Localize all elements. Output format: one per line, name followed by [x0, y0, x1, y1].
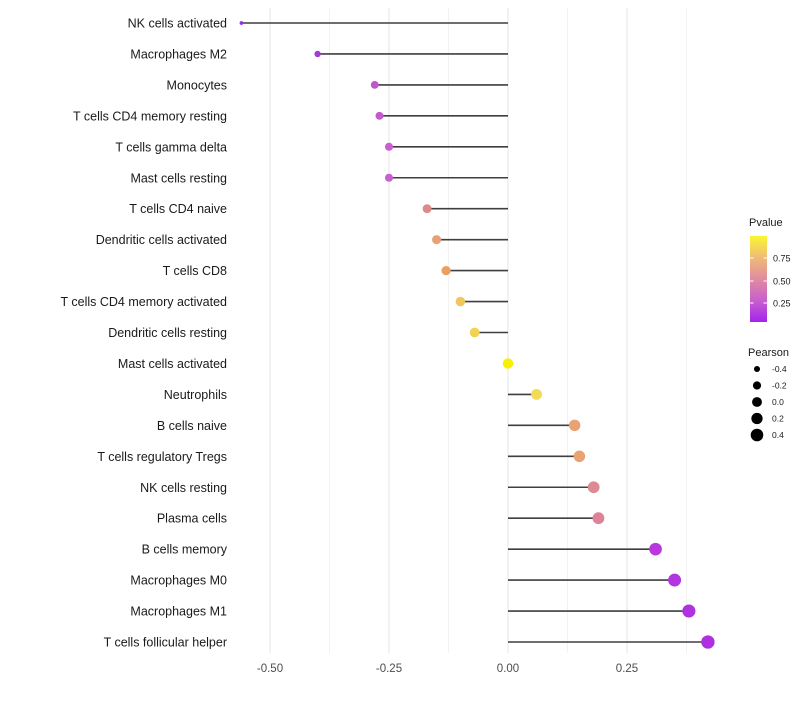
- lollipop-dot[interactable]: [649, 542, 662, 556]
- lollipop-row: NK cells resting: [140, 481, 600, 495]
- lollipop-dot[interactable]: [384, 142, 394, 151]
- lollipop-dot[interactable]: [668, 573, 682, 587]
- lollipop-row: NK cells activated: [128, 17, 508, 31]
- lollipop-row: T cells CD4 naive: [129, 202, 508, 216]
- pearson-legend-dot: [753, 365, 761, 373]
- category-label: Neutrophils: [164, 388, 227, 402]
- lollipop-row: Dendritic cells activated: [96, 233, 508, 247]
- lollipop-row: Macrophages M1: [130, 604, 696, 619]
- category-label: Monocytes: [167, 78, 227, 92]
- lollipop-dot[interactable]: [573, 450, 586, 463]
- lollipop-row: Plasma cells: [157, 512, 605, 526]
- pvalue-legend-tick-label: 0.50: [773, 277, 791, 287]
- category-label: Mast cells resting: [130, 171, 227, 185]
- lollipop-dot[interactable]: [432, 235, 442, 245]
- category-label: T cells CD4 memory activated: [61, 295, 228, 309]
- pvalue-legend-tick-label: 0.75: [773, 254, 791, 264]
- lollipop-row: T cells regulatory Tregs: [97, 450, 586, 464]
- pvalue-legend: Pvalue 0.75 0.50 0.25: [749, 217, 791, 322]
- lollipop-row: T cells CD4 memory resting: [73, 109, 508, 123]
- category-label: T cells CD8: [163, 264, 227, 278]
- lollipop-row: Monocytes: [167, 78, 508, 92]
- category-label: T cells gamma delta: [115, 140, 227, 154]
- category-label: Dendritic cells activated: [96, 233, 227, 247]
- pearson-legend-dot: [752, 381, 762, 390]
- lollipop-row: Mast cells resting: [130, 171, 508, 185]
- x-axis-tick-label: 0.25: [616, 663, 638, 675]
- category-label: Mast cells activated: [118, 357, 227, 371]
- lollipop-row: Macrophages M2: [130, 47, 508, 61]
- category-label: Macrophages M2: [130, 47, 227, 61]
- pvalue-legend-title: Pvalue: [749, 217, 783, 229]
- lollipop-dot[interactable]: [701, 635, 715, 649]
- pvalue-legend-tick-label: 0.25: [773, 299, 791, 309]
- lollipop-row: B cells memory: [142, 543, 662, 557]
- lollipop-dot[interactable]: [568, 419, 581, 432]
- lollipop-row: T cells gamma delta: [115, 140, 508, 154]
- category-label: T cells CD4 memory resting: [73, 109, 227, 123]
- category-label: Plasma cells: [157, 512, 227, 526]
- lollipop-row: B cells naive: [157, 419, 581, 433]
- lollipop-row: Neutrophils: [164, 388, 542, 402]
- pearson-legend-tick-label: 0.0: [772, 397, 784, 407]
- pearson-legend-dot: [752, 397, 762, 407]
- lollipop-dot[interactable]: [531, 388, 542, 400]
- lollipop-row: Mast cells activated: [118, 357, 514, 371]
- category-label: Macrophages M1: [130, 605, 227, 619]
- category-label: T cells follicular helper: [104, 636, 227, 650]
- x-axis-tick-label: -0.50: [257, 663, 283, 675]
- lollipop-dot[interactable]: [422, 204, 432, 214]
- lollipop-row: Dendritic cells resting: [108, 326, 508, 340]
- pearson-legend-tick-label: 0.2: [772, 414, 784, 424]
- lollipop-dot[interactable]: [502, 358, 514, 369]
- lollipop-row: T cells CD4 memory activated: [61, 295, 508, 309]
- lollipop-dot[interactable]: [469, 327, 480, 338]
- lollipop-dot[interactable]: [455, 296, 466, 307]
- category-label: NK cells resting: [140, 481, 227, 495]
- category-label: NK cells activated: [128, 17, 227, 31]
- lollipop-dot[interactable]: [375, 111, 384, 120]
- lollipop-row: Macrophages M0: [130, 573, 682, 588]
- pearson-legend-tick-label: -0.2: [772, 381, 787, 391]
- x-axis-tick-label: 0.00: [497, 663, 519, 675]
- lollipop-dot[interactable]: [592, 512, 605, 525]
- pvalue-gradient-bar: [750, 236, 767, 322]
- lollipop-dot[interactable]: [384, 173, 394, 182]
- pearson-legend-tick-label: 0.4: [772, 430, 784, 440]
- category-label: B cells memory: [142, 543, 228, 557]
- pearson-legend-dot: [751, 412, 763, 425]
- lollipop-row: T cells CD8: [163, 264, 508, 278]
- pearson-legend-dot: [750, 428, 764, 442]
- lollipop-dot[interactable]: [587, 481, 600, 494]
- lollipop-dot[interactable]: [441, 265, 451, 276]
- pearson-legend-tick-label: -0.4: [772, 364, 787, 374]
- lollipop-row: T cells follicular helper: [104, 635, 715, 650]
- lollipop-dot[interactable]: [370, 81, 379, 89]
- category-label: Dendritic cells resting: [108, 326, 227, 340]
- category-label: Macrophages M0: [130, 574, 227, 588]
- category-label: T cells regulatory Tregs: [97, 450, 227, 464]
- lollipop-dot[interactable]: [314, 50, 321, 58]
- lollipop-dot[interactable]: [239, 21, 244, 25]
- pearson-legend: Pearson -0.4 -0.2 0.0 0.2 0.4: [748, 347, 789, 442]
- lollipop-dot[interactable]: [682, 604, 696, 618]
- category-label: T cells CD4 naive: [129, 202, 227, 216]
- pearson-legend-title: Pearson: [748, 347, 789, 359]
- x-axis-tick-label: -0.25: [376, 663, 402, 675]
- category-label: B cells naive: [157, 419, 227, 433]
